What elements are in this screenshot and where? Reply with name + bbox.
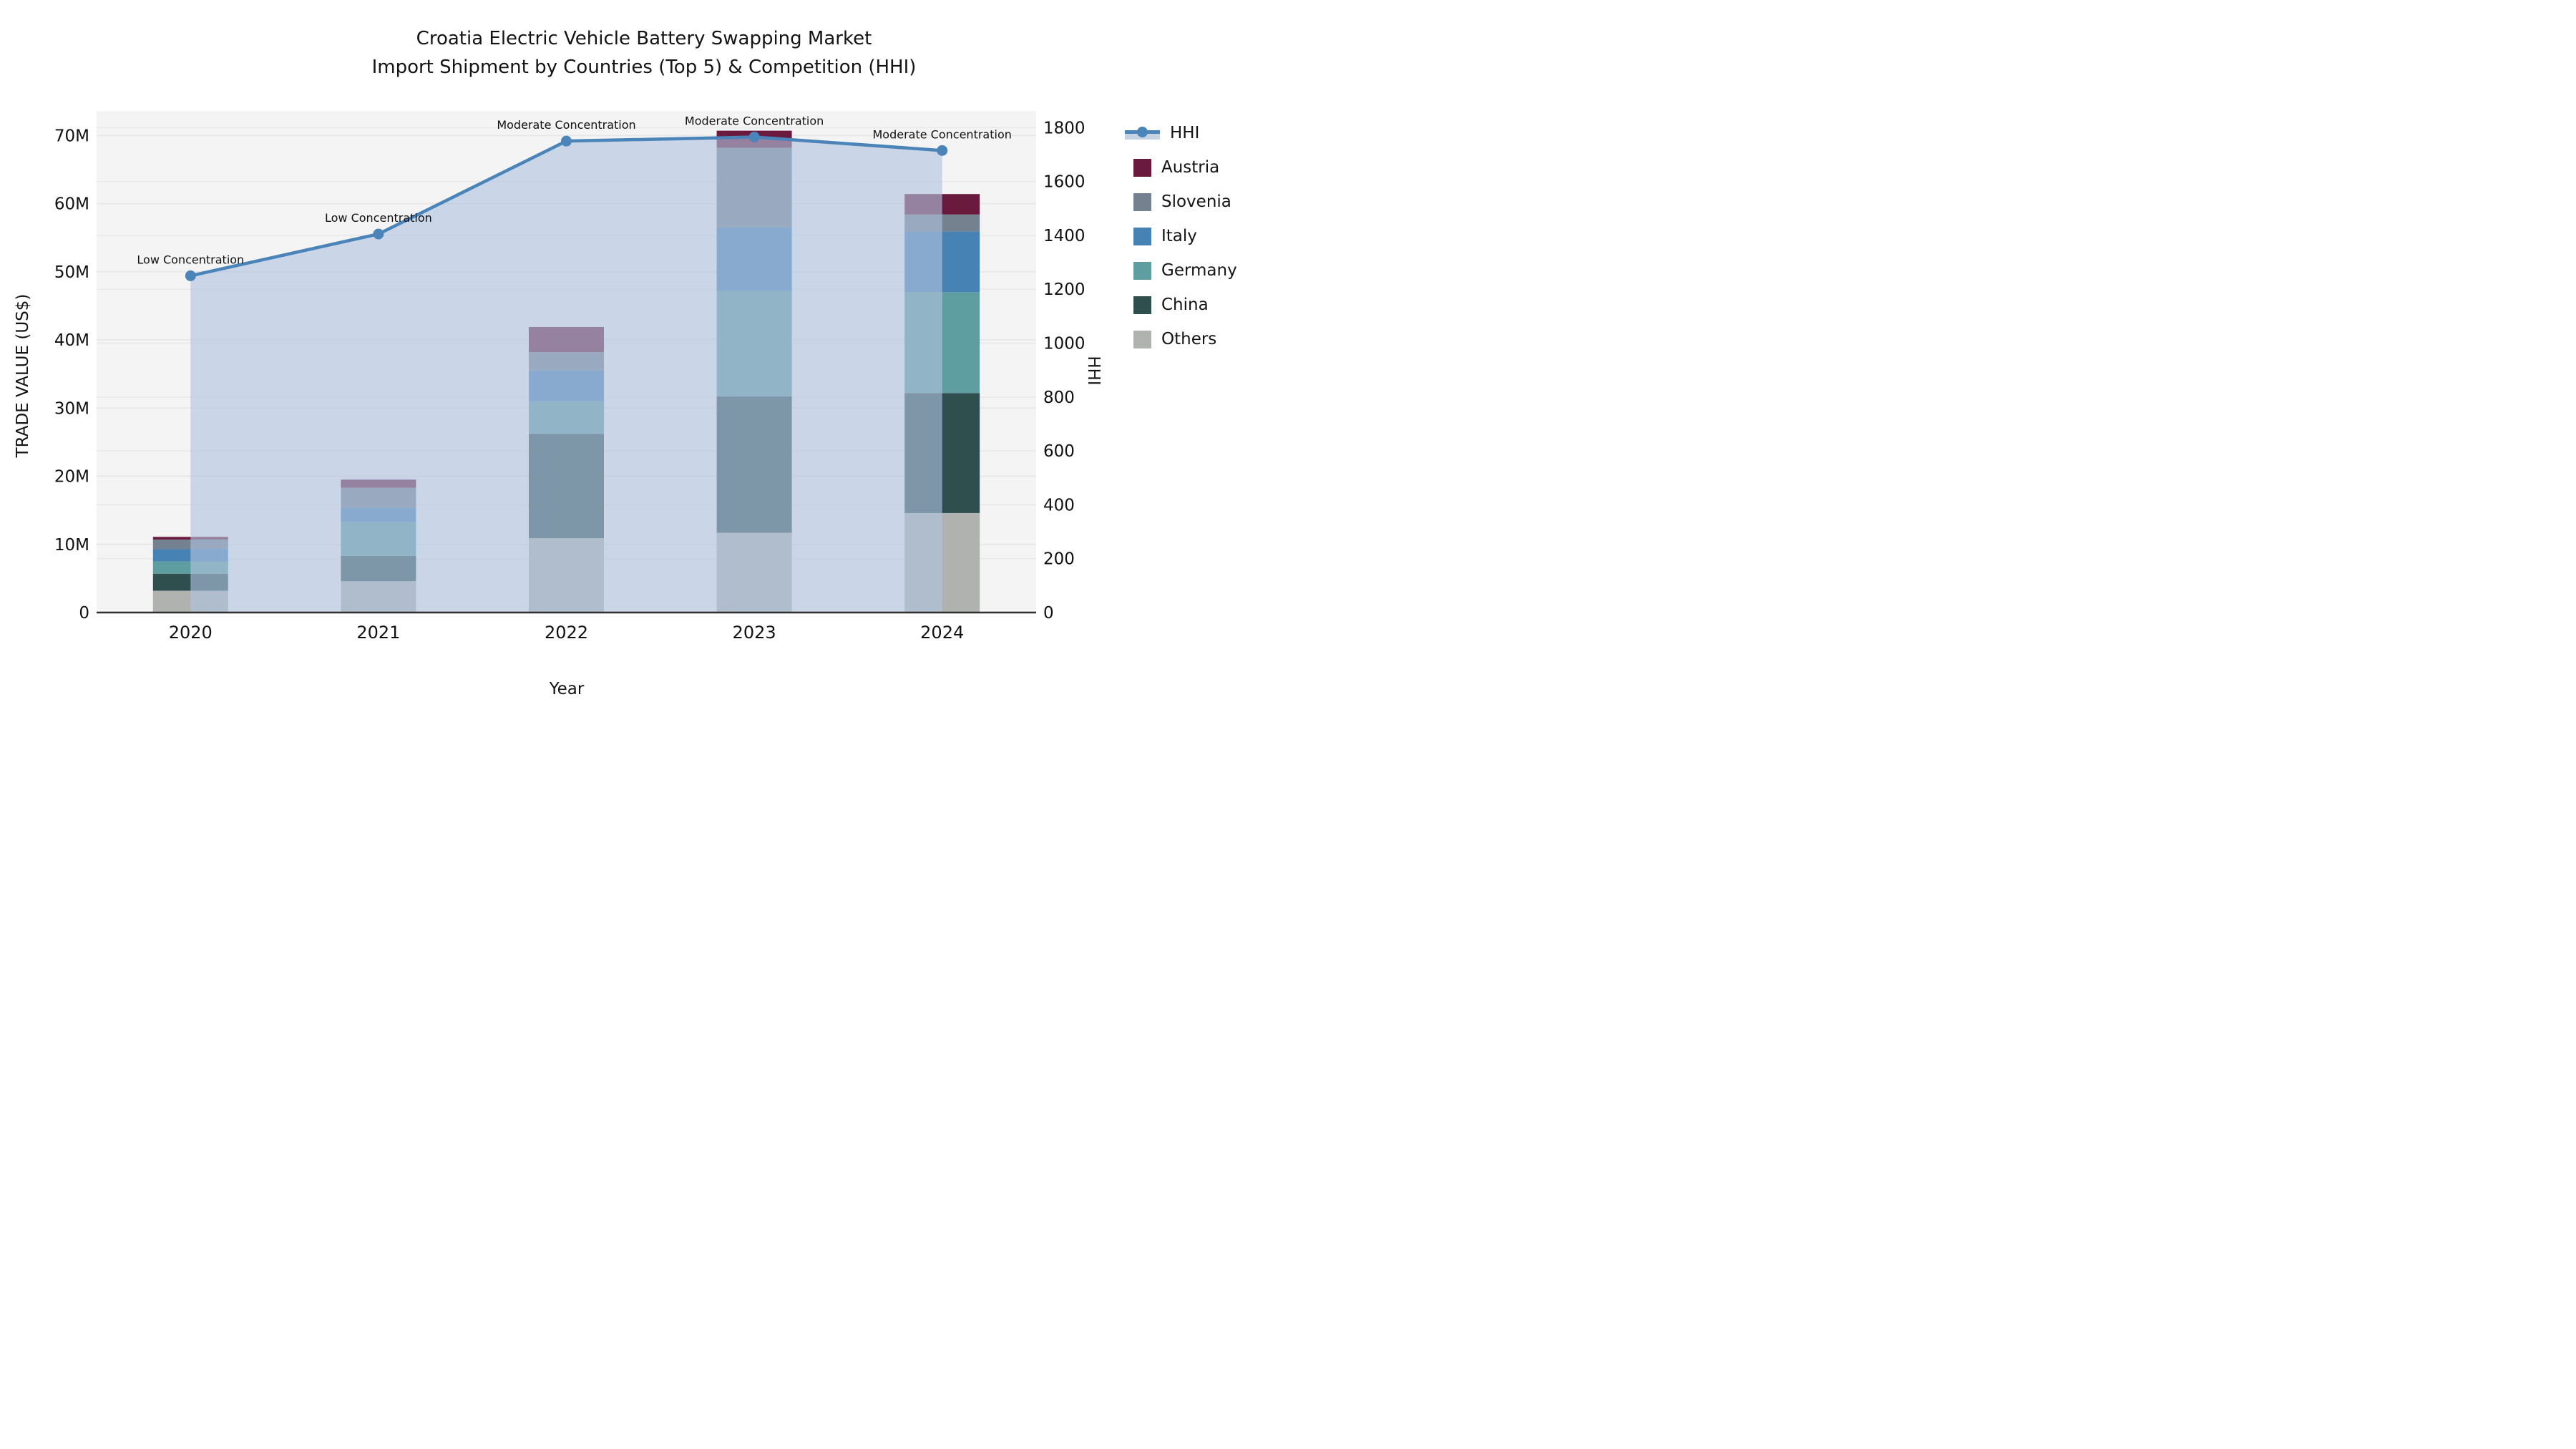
hhi-marker-2021 [373, 228, 384, 240]
x-tick-label-2023: 2023 [733, 623, 776, 643]
annotation-2022: Moderate Concentration [497, 118, 635, 132]
x-tick-label-2022: 2022 [545, 623, 588, 643]
hhi-marker-swatch [1137, 127, 1148, 137]
x-tick-label-2020: 2020 [169, 623, 213, 643]
legend-swatch-others [1133, 330, 1151, 348]
y-left-tick-label: 40M [54, 331, 89, 350]
x-tick-label-2021: 2021 [356, 623, 400, 643]
legend-label-hhi: HHI [1170, 124, 1200, 142]
annotation-2020: Low Concentration [137, 253, 244, 266]
y-right-tick-label: 600 [1043, 442, 1075, 461]
y-left-tick-label: 0 [79, 604, 89, 623]
chart-title-line2: Import Shipment by Countries (Top 5) & C… [371, 57, 917, 78]
hhi-line-icon [1125, 125, 1160, 142]
legend-item-germany: Germany [1125, 253, 1237, 288]
y-left-tick-label: 50M [54, 263, 89, 282]
plot-area: Low Concentration Low Concentration Modera… [0, 0, 1288, 725]
legend-item-hhi: HHI [1125, 116, 1237, 150]
x-tick-label-2024: 2024 [920, 623, 964, 643]
legend-swatch-austria [1133, 158, 1151, 177]
y-left-tick-label: 70M [54, 127, 89, 145]
y-right-tick-label: 200 [1043, 550, 1075, 569]
legend-label-austria: Austria [1161, 158, 1220, 177]
legend-item-china: China [1125, 288, 1237, 322]
legend: HHI Austria Slovenia Italy Germany China Other… [1125, 116, 1237, 356]
y-axis-title-left: TRADE VALUE (US$) [14, 293, 32, 458]
hhi-marker-2020 [185, 270, 196, 281]
legend-label-italy: Italy [1161, 227, 1197, 245]
legend-swatch-germany [1133, 261, 1151, 280]
chart-title: Croatia Electric Vehicle Battery Swappin… [0, 24, 1288, 82]
y-right-tick-label: 1000 [1043, 335, 1085, 353]
legend-item-italy: Italy [1125, 219, 1237, 253]
y-left-tick-label: 30M [54, 399, 89, 418]
y-left-tick-label: 20M [54, 468, 89, 487]
y-right-tick-label: 1200 [1043, 280, 1085, 299]
legend-swatch-italy [1133, 227, 1151, 245]
hhi-marker-2023 [748, 132, 760, 143]
annotation-2023: Moderate Concentration [685, 114, 824, 128]
annotation-2024: Moderate Concentration [873, 127, 1012, 141]
legend-item-slovenia: Slovenia [1125, 185, 1237, 219]
y-right-tick-label: 1400 [1043, 227, 1085, 245]
y-right-tick-label: 400 [1043, 496, 1075, 514]
legend-swatch-china [1133, 296, 1151, 314]
chart-title-line1: Croatia Electric Vehicle Battery Swappin… [416, 28, 872, 49]
y-right-tick-label: 1800 [1043, 119, 1085, 137]
legend-label-slovenia: Slovenia [1161, 192, 1231, 211]
annotation-2021: Low Concentration [325, 211, 432, 225]
legend-label-others: Others [1161, 330, 1217, 348]
y-right-tick-label: 0 [1043, 604, 1054, 623]
y-left-tick-label: 60M [54, 195, 89, 214]
y-right-tick-label: 1600 [1043, 173, 1085, 192]
chart-canvas: Low Concentration Low Concentration Modera… [54, 111, 1085, 643]
legend-item-others: Others [1125, 322, 1237, 356]
y-right-tick-label: 800 [1043, 389, 1075, 407]
hhi-marker-2022 [561, 135, 572, 147]
legend-label-china: China [1161, 296, 1209, 314]
hhi-marker-2024 [937, 145, 948, 156]
legend-label-germany: Germany [1161, 261, 1237, 280]
hhi-area-fill [190, 137, 942, 613]
y-axis-title-right: HHI [1084, 356, 1103, 386]
figure: Croatia Electric Vehicle Battery Swappin… [0, 0, 1288, 725]
legend-swatch-slovenia [1133, 192, 1151, 211]
x-axis-title: Year [549, 680, 585, 698]
y-left-tick-label: 10M [54, 536, 89, 555]
legend-item-austria: Austria [1125, 150, 1237, 185]
